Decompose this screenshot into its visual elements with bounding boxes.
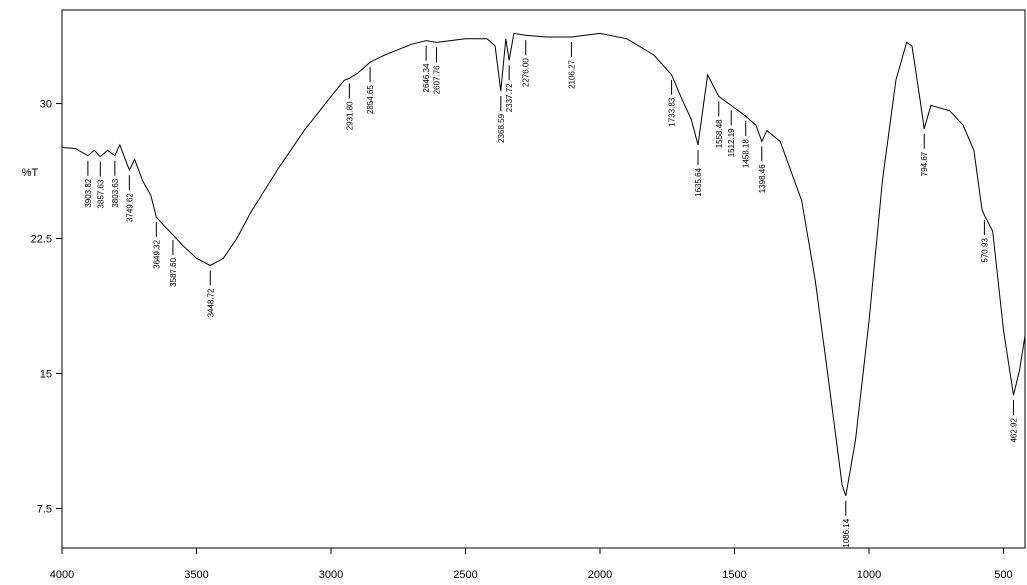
spectrum-line [62, 33, 1025, 495]
peak-label: 1512.19 [727, 128, 736, 157]
plot-frame [62, 10, 1025, 548]
peak-label: 3649.32 [152, 239, 161, 268]
y-tick-label: 30 [40, 99, 52, 111]
x-tick-label: 1500 [722, 569, 746, 581]
x-tick-label: 3000 [319, 569, 343, 581]
peak-label: 3803.63 [111, 178, 120, 207]
peak-label: 1086.14 [842, 518, 851, 547]
y-tick-label: 15 [40, 368, 52, 380]
chart: %T 7.5 15 22.5 30 4000 3500 3000 2500 2000 1500 10… [0, 0, 1027, 585]
y-axis-label: %T [22, 167, 39, 179]
peak-label: 3749.62 [125, 193, 134, 222]
x-tick-label: 500 [994, 569, 1012, 581]
peak-label: 2368.59 [497, 113, 506, 142]
peak-label: 794.67 [920, 151, 929, 176]
x-tick-label: 3500 [184, 569, 208, 581]
peak-label: 2276.00 [522, 58, 531, 87]
peak-label: 570.93 [980, 238, 989, 263]
peak-label: 1398.46 [758, 164, 767, 193]
peak-label: 3448.72 [206, 288, 215, 317]
y-tick-label: 7.5 [37, 503, 52, 515]
x-tick-label: 2500 [453, 569, 477, 581]
peak-label: 2607.76 [433, 65, 442, 94]
peak-label: 2931.80 [345, 101, 354, 130]
x-tick-label: 1000 [857, 569, 881, 581]
peak-label: 2854.65 [366, 85, 375, 114]
peak-label: 1558.48 [715, 119, 724, 148]
x-tick-label: 2000 [588, 569, 612, 581]
peak-label: 2106.27 [567, 59, 576, 88]
x-tick-label: 4000 [50, 569, 74, 581]
peak-label: 462.92 [1009, 418, 1018, 443]
peak-label: 1635.64 [694, 167, 703, 196]
peak-label: 3587.60 [169, 257, 178, 286]
peak-label: 1733.83 [668, 97, 677, 126]
peak-label: 3903.82 [84, 178, 93, 207]
peak-label: 3857.63 [96, 179, 105, 208]
peak-label: 2337.72 [505, 83, 514, 112]
peak-label: 2646.34 [422, 63, 431, 92]
y-tick-label: 22.5 [31, 234, 52, 246]
peak-label: 1458.18 [742, 139, 751, 168]
